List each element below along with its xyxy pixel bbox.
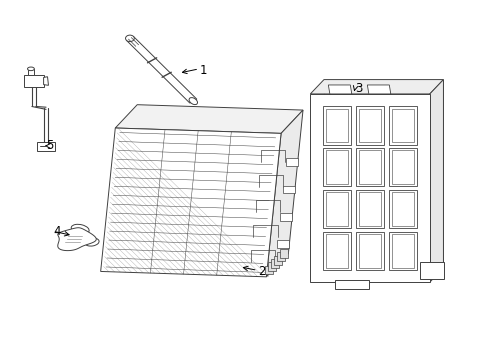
Ellipse shape bbox=[84, 238, 99, 246]
Bar bbox=[277, 252, 284, 261]
Bar bbox=[323, 231, 350, 270]
Text: 3: 3 bbox=[355, 82, 362, 95]
Bar bbox=[391, 234, 413, 267]
Bar bbox=[355, 107, 383, 145]
Bar bbox=[358, 192, 380, 226]
Polygon shape bbox=[101, 128, 281, 277]
Polygon shape bbox=[366, 85, 390, 94]
Bar bbox=[277, 240, 289, 248]
Bar bbox=[326, 150, 347, 184]
Polygon shape bbox=[328, 85, 351, 94]
Bar bbox=[388, 148, 416, 186]
Ellipse shape bbox=[71, 224, 89, 234]
Polygon shape bbox=[24, 75, 43, 87]
Bar bbox=[273, 256, 281, 265]
Polygon shape bbox=[58, 228, 96, 251]
Polygon shape bbox=[310, 94, 429, 282]
Bar bbox=[355, 148, 383, 186]
Polygon shape bbox=[115, 105, 303, 134]
Ellipse shape bbox=[125, 35, 134, 41]
Bar bbox=[285, 158, 297, 166]
Bar bbox=[323, 148, 350, 186]
Bar bbox=[388, 231, 416, 270]
Polygon shape bbox=[28, 69, 34, 75]
Bar bbox=[270, 259, 278, 268]
Polygon shape bbox=[324, 80, 443, 268]
Bar bbox=[267, 262, 275, 271]
Polygon shape bbox=[334, 280, 368, 289]
Ellipse shape bbox=[189, 98, 197, 105]
Bar bbox=[264, 266, 272, 274]
Bar bbox=[323, 107, 350, 145]
Bar bbox=[326, 234, 347, 267]
Bar bbox=[391, 150, 413, 184]
Polygon shape bbox=[419, 262, 444, 279]
Polygon shape bbox=[310, 80, 443, 94]
Bar bbox=[388, 190, 416, 228]
Bar bbox=[358, 150, 380, 184]
Bar bbox=[323, 190, 350, 228]
Polygon shape bbox=[429, 80, 443, 282]
Polygon shape bbox=[126, 36, 197, 103]
Bar bbox=[326, 109, 347, 143]
Bar bbox=[279, 213, 291, 221]
Polygon shape bbox=[43, 77, 48, 85]
Bar bbox=[355, 231, 383, 270]
Text: 1: 1 bbox=[199, 64, 206, 77]
Ellipse shape bbox=[27, 67, 34, 71]
Polygon shape bbox=[266, 110, 303, 277]
Bar bbox=[355, 190, 383, 228]
Text: 5: 5 bbox=[46, 139, 53, 152]
Bar bbox=[358, 234, 380, 267]
Bar bbox=[391, 192, 413, 226]
Bar bbox=[391, 109, 413, 143]
Bar bbox=[388, 107, 416, 145]
Bar bbox=[358, 109, 380, 143]
Text: 4: 4 bbox=[53, 225, 61, 238]
Bar bbox=[282, 185, 294, 193]
Text: 2: 2 bbox=[257, 265, 265, 278]
Bar bbox=[326, 192, 347, 226]
Bar bbox=[280, 249, 287, 258]
Polygon shape bbox=[37, 142, 55, 151]
